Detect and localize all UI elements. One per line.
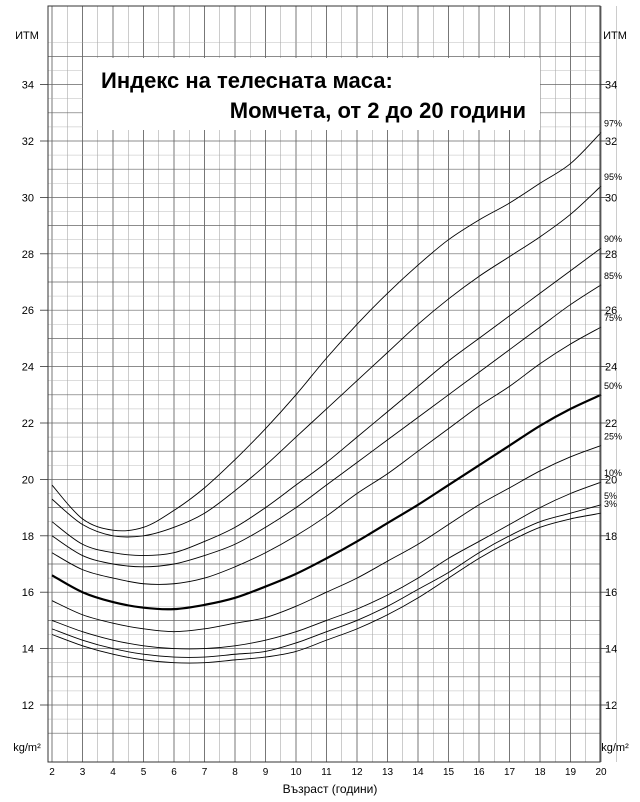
x-tick-label: 17	[504, 767, 516, 778]
y-tick-label-left: 20	[22, 474, 34, 486]
percentile-label: 25%	[604, 432, 622, 442]
x-tick-label: 12	[351, 767, 363, 778]
x-tick-label: 2	[49, 767, 55, 778]
y-tick-label-left: 30	[22, 192, 34, 204]
x-tick-label: 16	[473, 767, 485, 778]
y-tick-label-left: 12	[22, 700, 34, 712]
y-tick-label-left: 14	[22, 644, 34, 656]
x-tick-label: 5	[141, 767, 147, 778]
y-axis-label-top-left: ИТМ	[15, 30, 39, 42]
y-axis-unit-right: kg/m²	[601, 742, 629, 754]
percentile-line-97	[51, 132, 602, 532]
y-tick-label-left: 18	[22, 531, 34, 543]
x-tick-label: 4	[110, 767, 116, 778]
x-tick-label: 10	[290, 767, 302, 778]
percentile-label: 97%	[604, 119, 622, 129]
y-tick-label-right: 34	[605, 80, 617, 92]
percentile-label: 5%	[604, 491, 617, 501]
percentile-label: 85%	[604, 271, 622, 281]
x-tick-label: 19	[565, 767, 577, 778]
chart-series	[51, 132, 602, 664]
percentile-line-5	[51, 504, 602, 658]
x-axis-label: Възраст (години)	[283, 782, 378, 796]
chart-axes	[40, 5, 608, 763]
percentile-label: 10%	[604, 468, 622, 478]
x-tick-label: 18	[534, 767, 546, 778]
y-tick-label-left: 16	[22, 587, 34, 599]
percentile-label: 50%	[604, 381, 622, 391]
x-tick-label: 8	[232, 767, 238, 778]
y-tick-label-left: 32	[22, 136, 34, 148]
x-tick-label: 9	[263, 767, 269, 778]
y-tick-label-right: 16	[605, 587, 617, 599]
x-tick-label: 13	[382, 767, 394, 778]
y-tick-label-right: 24	[605, 362, 617, 374]
y-tick-label-right: 26	[605, 305, 617, 317]
y-tick-label-right: 28	[605, 249, 617, 261]
x-tick-label: 3	[80, 767, 86, 778]
percentile-label: 95%	[604, 172, 622, 182]
y-tick-label-left: 34	[22, 80, 34, 92]
chart-title-box: Индекс на телесната маса: Момчета, от 2 …	[83, 58, 540, 130]
percentile-line-10	[51, 481, 602, 650]
percentile-label: 3%	[604, 499, 617, 509]
percentile-line-75	[51, 326, 602, 585]
percentile-line-95	[51, 185, 602, 538]
x-tick-label: 7	[202, 767, 208, 778]
percentile-line-25	[51, 445, 602, 633]
y-tick-label-right: 22	[605, 418, 617, 430]
x-tick-label: 15	[443, 767, 455, 778]
plot-frame	[47, 5, 601, 763]
y-tick-label-left: 22	[22, 418, 34, 430]
percentile-label: 75%	[604, 313, 622, 323]
percentile-line-3	[51, 512, 602, 664]
y-tick-label-right: 20	[605, 474, 617, 486]
chart-title-line2: Момчета, от 2 до 20 години	[229, 98, 526, 123]
x-tick-label: 14	[412, 767, 424, 778]
chart-grid	[48, 6, 617, 762]
y-tick-label-right: 18	[605, 531, 617, 543]
percentile-line-85	[51, 284, 602, 568]
y-tick-label-left: 28	[22, 249, 34, 261]
y-tick-label-right: 14	[605, 644, 617, 656]
percentile-label: 90%	[604, 234, 622, 244]
percentile-line-50	[51, 393, 602, 611]
y-tick-label-left: 26	[22, 305, 34, 317]
chart-title-line1: Индекс на телесната маса:	[101, 68, 393, 93]
x-tick-label: 6	[171, 767, 177, 778]
x-tick-label: 20	[595, 767, 607, 778]
y-tick-label-right: 32	[605, 136, 617, 148]
x-tick-label: 11	[321, 767, 332, 778]
percentile-line-90	[51, 247, 602, 556]
y-tick-label-left: 24	[22, 362, 34, 374]
y-tick-label-right: 30	[605, 192, 617, 204]
y-tick-label-right: 12	[605, 700, 617, 712]
y-axis-unit-left: kg/m²	[13, 742, 41, 754]
y-axis-label-top-right: ИТМ	[603, 30, 627, 42]
